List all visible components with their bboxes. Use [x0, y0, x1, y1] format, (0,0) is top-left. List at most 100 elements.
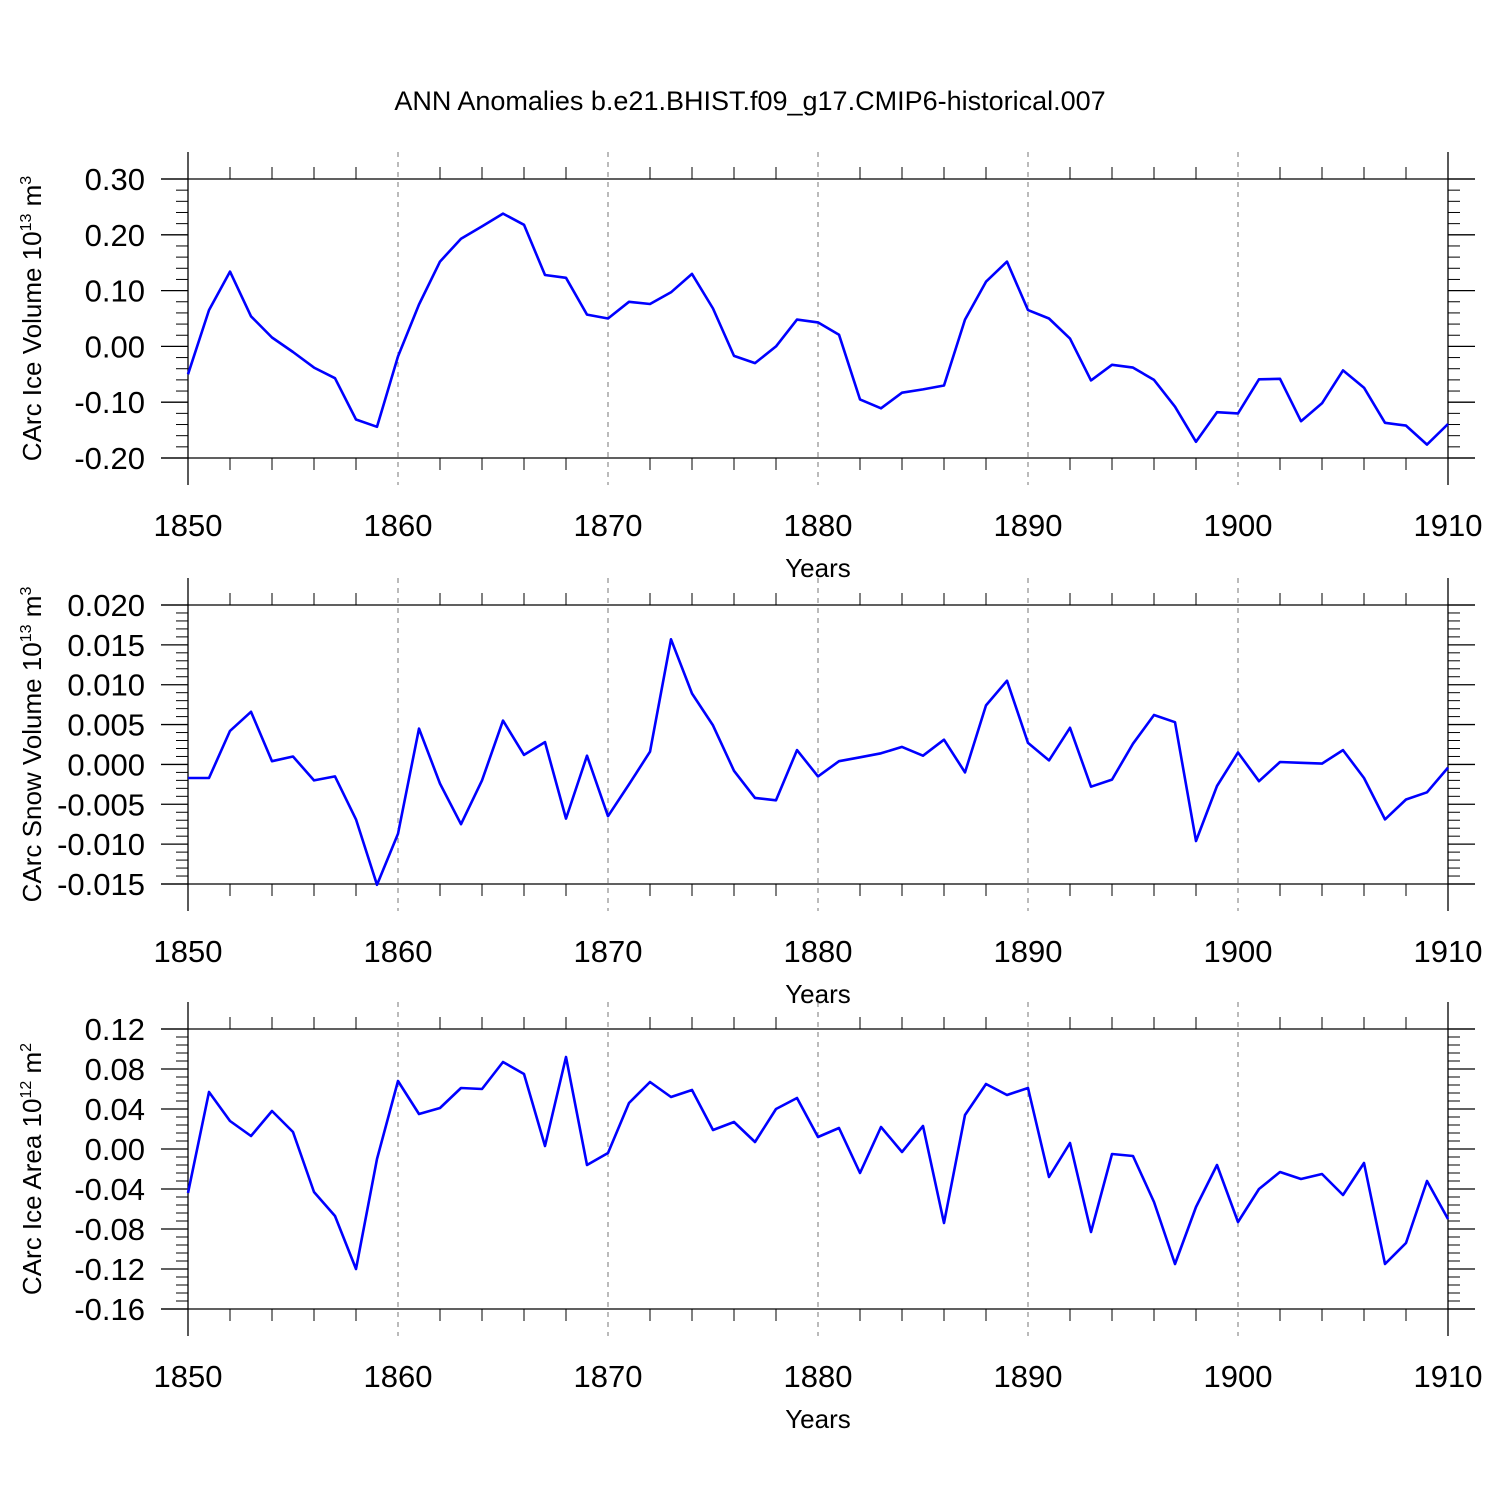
y-tick-label: 0.12 — [85, 1012, 145, 1047]
data-point — [690, 272, 694, 276]
y-axis-title: CArc Ice Area 1012 m2 — [17, 1043, 47, 1295]
data-point — [627, 1101, 631, 1105]
x-tick-label: 1870 — [574, 934, 643, 969]
y-tick-label: 0.08 — [85, 1052, 145, 1087]
data-point — [1215, 410, 1219, 414]
data-point — [543, 1144, 547, 1148]
data-point — [921, 387, 925, 391]
data-point — [816, 774, 820, 778]
data-point — [186, 1191, 190, 1195]
y-tick-label: -0.20 — [74, 441, 145, 476]
data-point — [963, 318, 967, 322]
data-point — [228, 729, 232, 733]
data-point — [648, 302, 652, 306]
y-tick-label: 0.10 — [85, 274, 145, 309]
data-point — [354, 817, 358, 821]
data-point — [396, 832, 400, 836]
data-point — [354, 1267, 358, 1271]
data-point — [1131, 742, 1135, 746]
y-axis-title-sup2: 3 — [18, 587, 35, 596]
data-point — [480, 224, 484, 228]
data-point — [774, 344, 778, 348]
y-tick-label: -0.015 — [57, 867, 145, 902]
data-point — [984, 280, 988, 284]
data-point — [459, 237, 463, 241]
data-point — [417, 303, 421, 307]
y-axis-title-text: CArc Ice Area 10 — [17, 1099, 47, 1296]
data-point — [522, 753, 526, 757]
data-point — [585, 313, 589, 317]
y-tick-label: -0.08 — [74, 1212, 145, 1247]
data-point — [900, 745, 904, 749]
x-tick-label: 1850 — [154, 934, 223, 969]
data-point — [333, 1214, 337, 1218]
data-point — [963, 1113, 967, 1117]
y-axis-title-sup2: 3 — [18, 176, 35, 185]
data-point — [648, 1080, 652, 1084]
data-point — [1068, 337, 1072, 341]
data-point — [1383, 421, 1387, 425]
data-point — [879, 1125, 883, 1129]
data-point — [1236, 750, 1240, 754]
data-point — [291, 1130, 295, 1134]
data-point — [627, 782, 631, 786]
data-point — [1047, 317, 1051, 321]
x-tick-label: 1870 — [574, 508, 643, 543]
y-tick-label: -0.04 — [74, 1172, 145, 1207]
data-point — [732, 769, 736, 773]
data-point — [1362, 386, 1366, 390]
data-point — [333, 774, 337, 778]
data-point — [1089, 1230, 1093, 1234]
y-axis-title: CArc Snow Volume 1013 m3 — [17, 587, 47, 903]
data-point — [879, 406, 883, 410]
data-point — [270, 1109, 274, 1113]
data-point — [375, 883, 379, 887]
data-point — [837, 1126, 841, 1130]
series-line — [186, 212, 1449, 446]
data-point — [606, 317, 610, 321]
y-tick-label: 0.20 — [85, 218, 145, 253]
x-tick-label: 1890 — [994, 934, 1063, 969]
data-point — [606, 814, 610, 818]
data-point — [1152, 378, 1156, 382]
data-point — [1131, 366, 1135, 370]
data-point — [459, 1086, 463, 1090]
data-point — [585, 1163, 589, 1167]
data-point — [207, 1090, 211, 1094]
x-tick-label: 1860 — [364, 508, 433, 543]
data-point — [1236, 1220, 1240, 1224]
x-tick-label: 1880 — [784, 508, 853, 543]
data-point — [900, 1150, 904, 1154]
data-point — [417, 1112, 421, 1116]
data-point — [1299, 419, 1303, 423]
data-point — [522, 223, 526, 227]
data-point — [1320, 401, 1324, 405]
data-point — [1194, 839, 1198, 843]
data-point — [774, 1107, 778, 1111]
data-point — [1404, 798, 1408, 802]
series-line — [188, 637, 1449, 887]
data-point — [774, 798, 778, 802]
data-point — [1425, 443, 1429, 447]
data-point — [1005, 1093, 1009, 1097]
data-point — [291, 350, 295, 354]
data-point — [1026, 1086, 1030, 1090]
data-point — [480, 778, 484, 782]
data-point — [1341, 368, 1345, 372]
data-point — [1404, 1241, 1408, 1245]
data-point — [1278, 377, 1282, 381]
chart-title: ANN Anomalies b.e21.BHIST.f09_g17.CMIP6-… — [394, 86, 1106, 116]
panel-snow-volume: 1850 1860 1870 1880 1890 1900 1910 0.020 0.015 0.… — [17, 578, 1482, 1009]
data-point — [501, 719, 505, 723]
data-point — [1089, 378, 1093, 382]
data-point — [648, 750, 652, 754]
data-point — [1341, 748, 1345, 752]
y-axis-title-unit: m — [17, 596, 47, 625]
data-point — [1425, 1179, 1429, 1183]
data-point — [1383, 1262, 1387, 1266]
data-point — [753, 361, 757, 365]
data-point — [228, 270, 232, 274]
data-point — [837, 759, 841, 763]
data-point — [753, 1140, 757, 1144]
data-point — [564, 276, 568, 280]
